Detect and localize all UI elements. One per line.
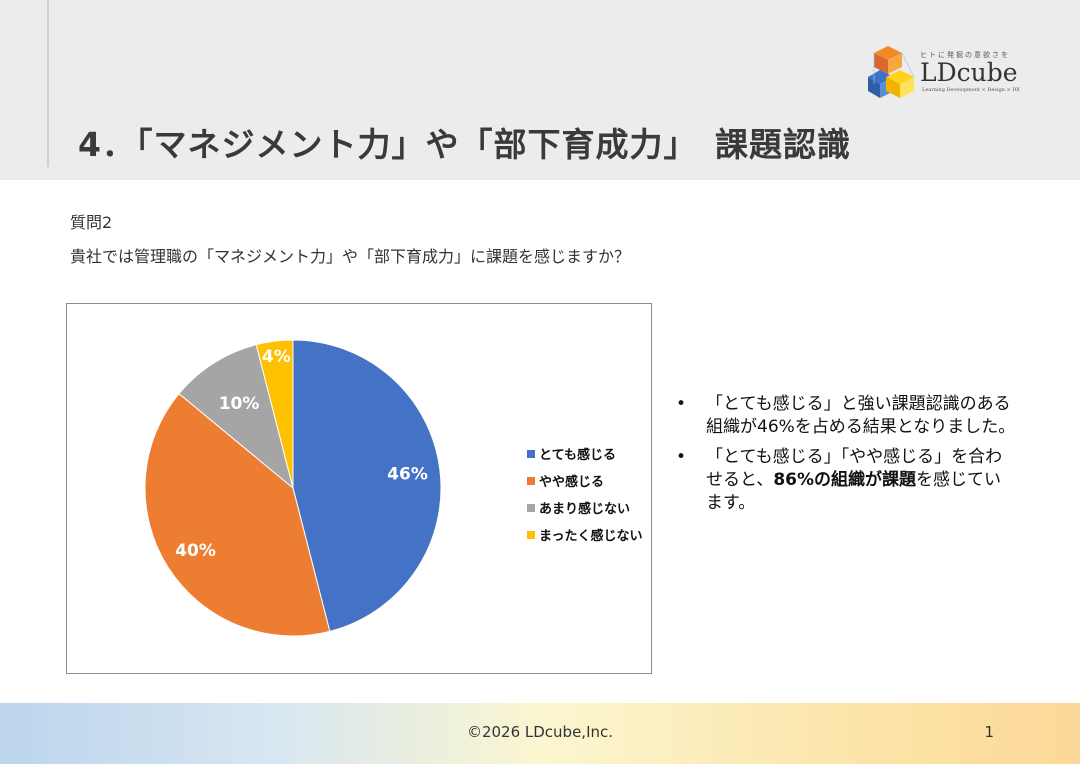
chart-legend: とても感じる やや感じるあまり感じない まったく感じない bbox=[527, 440, 642, 548]
pie-chart: 46% 40% 10% 4% bbox=[144, 339, 442, 637]
bullet-marker: • bbox=[676, 394, 687, 414]
pie-data-label-4: 4% bbox=[262, 347, 291, 367]
pie-slice-2 bbox=[144, 392, 331, 637]
copyright-text: ©2026 LDcube,Inc. bbox=[466, 723, 614, 741]
legend-item-2: やや感じる bbox=[527, 467, 642, 494]
bullet-marker: • bbox=[676, 447, 687, 467]
bullet-emphasis: 86%の組織が課題 bbox=[773, 470, 917, 490]
slide-title: 4．「マネジメント力」や「部下育成力」 課題認識 bbox=[78, 125, 851, 164]
logo-tagline: ヒトに発掘の意欲さを bbox=[920, 51, 1010, 59]
pie-data-label-3: 10% bbox=[219, 394, 260, 414]
bullet-text: を感じています。 bbox=[706, 470, 1002, 513]
findings-list: • 「とても感じる」と強い課題認識のある組織が46%を占める結果となりました。 • 「… bbox=[676, 393, 1016, 522]
page-number: 1 bbox=[984, 723, 994, 741]
legend-label: あまり感じない bbox=[539, 502, 631, 517]
bullet-text: 「とても感じる」と強い課題認識のある組織が46%を占める結果となりました。 bbox=[706, 394, 1016, 437]
question-text: 貴社では管理職の「マネジメント力」や「部下育成力」に課題を感じますか？ bbox=[70, 247, 631, 266]
legend-item-1: とても感じる bbox=[527, 440, 642, 467]
cube-logo-icon bbox=[868, 46, 915, 98]
finding-bullet-2: • 「とても感じる」「やや感じる」を合わせると、86%の組織が課題を感じています。 bbox=[676, 446, 1016, 515]
legend-swatch bbox=[527, 449, 535, 458]
legend-label: とても感じる bbox=[539, 448, 616, 463]
slide-header: 4．「マネジメント力」や「部下育成力」 課題認識 ヒトに発掘の意欲さを LDcu… bbox=[0, 0, 1080, 180]
logo-wordmark: LDcube bbox=[920, 58, 1018, 87]
question-label: 質問2 bbox=[70, 213, 113, 232]
pie-slice-3 bbox=[178, 344, 294, 490]
legend-label: やや感じる bbox=[539, 475, 605, 490]
finding-bullet-1: • 「とても感じる」と強い課題認識のある組織が46%を占める結果となりました。 bbox=[676, 393, 1016, 439]
ldcube-logo: ヒトに発掘の意欲さを LDcube Learning Development ×… bbox=[866, 44, 1026, 104]
legend-item-3: あまり感じない bbox=[527, 494, 642, 521]
legend-swatch bbox=[527, 476, 535, 485]
legend-swatch bbox=[527, 503, 535, 512]
pie-data-label-1: 46% bbox=[387, 465, 428, 485]
pie-data-label-2: 40% bbox=[175, 541, 216, 561]
logo-subtitle: Learning Development × Design × DX bbox=[922, 87, 1020, 93]
pie-slice-4 bbox=[255, 339, 294, 489]
pie-chart-panel: 46% 40% 10% 4% とても感じる やや感じるあまり感じない まったく感じない bbox=[66, 303, 652, 674]
legend-item-4: まったく感じない bbox=[527, 521, 642, 548]
slide-footer: ©2026 LDcube,Inc. 1 bbox=[0, 703, 1080, 764]
bullet-text: 「とても感じる」「やや感じる」を合わせると、 bbox=[706, 447, 1003, 490]
legend-swatch bbox=[527, 530, 535, 539]
pie-slice-1 bbox=[292, 339, 442, 632]
header-divider bbox=[47, 0, 49, 167]
legend-label: まったく感じない bbox=[539, 529, 643, 544]
